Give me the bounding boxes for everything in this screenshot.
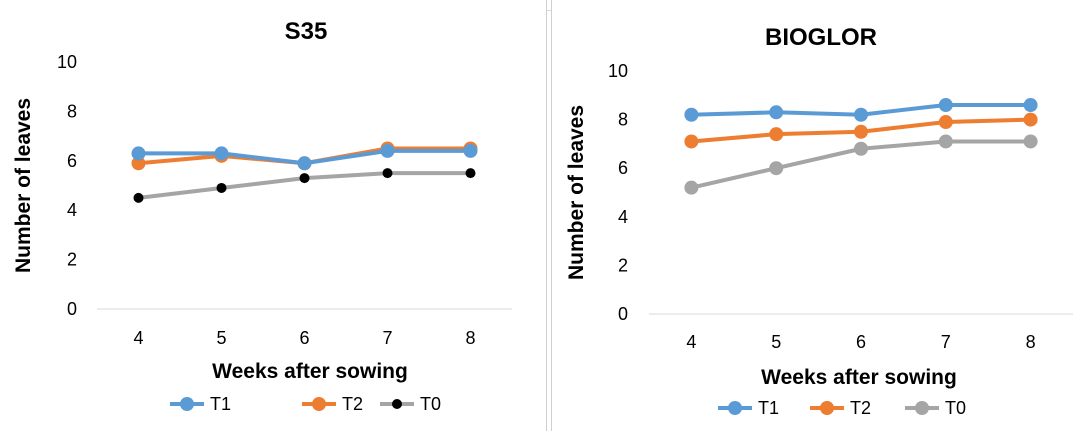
legend-label: T2 xyxy=(850,398,871,418)
legend-marker xyxy=(915,401,929,415)
x-tick-label: 7 xyxy=(382,328,392,348)
data-point-t2 xyxy=(769,127,784,142)
x-tick-label: 8 xyxy=(1026,332,1036,352)
y-tick-label: 2 xyxy=(67,250,77,270)
x-axis-title: Weeks after sowing xyxy=(761,366,957,389)
data-point-t1 xyxy=(214,146,229,161)
y-axis-title: Number of leaves xyxy=(565,105,588,280)
data-point-t2 xyxy=(854,124,868,139)
data-point-t2 xyxy=(1023,112,1038,127)
chart-title: BIOGLOR xyxy=(765,24,877,51)
data-point-t0 xyxy=(854,141,868,156)
legend-marker xyxy=(180,397,194,411)
x-tick-label: 6 xyxy=(856,332,866,352)
data-point-t0 xyxy=(216,182,227,193)
legend-item-t1: T1 xyxy=(170,394,231,414)
data-point-t1 xyxy=(938,98,953,113)
data-point-t1 xyxy=(131,146,146,161)
data-point-t0 xyxy=(299,173,310,184)
chart-bioglor-svg: BIOGLOR 0 2 4 6 8 10 4 5 6 7 8 Weeks after sowing Num… xyxy=(565,24,1073,418)
legend-marker xyxy=(820,401,834,415)
chart-panel-bioglor: BIOGLOR 0 2 4 6 8 10 4 5 6 7 8 Weeks after sowing Num… xyxy=(551,0,1089,431)
legend-label: T0 xyxy=(420,394,441,414)
legend-item-t0: T0 xyxy=(380,394,441,414)
y-tick-label: 10 xyxy=(608,61,628,81)
legend-label: T1 xyxy=(210,394,231,414)
legend-label: T2 xyxy=(342,394,363,414)
data-point-t2 xyxy=(131,156,146,171)
legend-label: T1 xyxy=(758,398,779,418)
data-point-t1 xyxy=(684,107,699,122)
data-point-t1 xyxy=(769,105,784,120)
data-point-t2 xyxy=(938,115,953,130)
x-tick-label: 6 xyxy=(299,328,309,348)
data-point-t0 xyxy=(769,161,784,176)
data-point-t1 xyxy=(297,156,312,171)
y-tick-label: 10 xyxy=(57,52,77,72)
data-point-t0 xyxy=(133,192,144,203)
data-point-t1 xyxy=(380,143,395,158)
legend-item-t2: T2 xyxy=(302,394,363,414)
legend-item-t1: T1 xyxy=(718,398,779,418)
chart-s35-svg: S35 0 2 4 6 8 10 4 5 6 7 8 Weeks after sowing Number … xyxy=(12,18,512,414)
x-tick-label: 8 xyxy=(465,328,475,348)
data-point-t0 xyxy=(938,134,953,149)
chart-title: S35 xyxy=(285,18,328,45)
legend-item-t0: T0 xyxy=(905,398,966,418)
legend-label: T0 xyxy=(945,398,966,418)
x-axis-title: Weeks after sowing xyxy=(212,360,408,383)
y-tick-label: 0 xyxy=(67,299,77,319)
legend-marker xyxy=(392,399,402,409)
x-tick-label: 4 xyxy=(686,332,696,352)
data-point-t2 xyxy=(684,134,699,149)
chart-panel-s35: S35 0 2 4 6 8 10 4 5 6 7 8 Weeks after sowing Number … xyxy=(12,0,547,431)
legend-marker xyxy=(312,397,326,411)
y-tick-label: 8 xyxy=(67,101,77,121)
y-tick-label: 8 xyxy=(618,110,628,130)
y-tick-label: 4 xyxy=(618,207,628,227)
y-tick-label: 2 xyxy=(618,255,628,275)
y-tick-label: 0 xyxy=(618,304,628,324)
data-point-t0 xyxy=(684,180,699,195)
data-point-t1 xyxy=(463,143,478,158)
data-point-t0 xyxy=(465,168,476,179)
data-point-t0 xyxy=(1023,134,1038,149)
data-point-t0 xyxy=(382,168,393,179)
x-tick-label: 5 xyxy=(771,332,781,352)
y-tick-label: 6 xyxy=(67,151,77,171)
data-point-t1 xyxy=(854,107,868,122)
x-tick-label: 4 xyxy=(133,328,143,348)
x-tick-label: 5 xyxy=(216,328,226,348)
legend-item-t2: T2 xyxy=(810,398,871,418)
y-tick-label: 4 xyxy=(67,200,77,220)
y-tick-label: 6 xyxy=(618,158,628,178)
y-axis-title: Number of leaves xyxy=(12,98,35,273)
legend-marker xyxy=(728,401,742,415)
data-point-t1 xyxy=(1023,98,1038,113)
x-tick-label: 7 xyxy=(941,332,951,352)
